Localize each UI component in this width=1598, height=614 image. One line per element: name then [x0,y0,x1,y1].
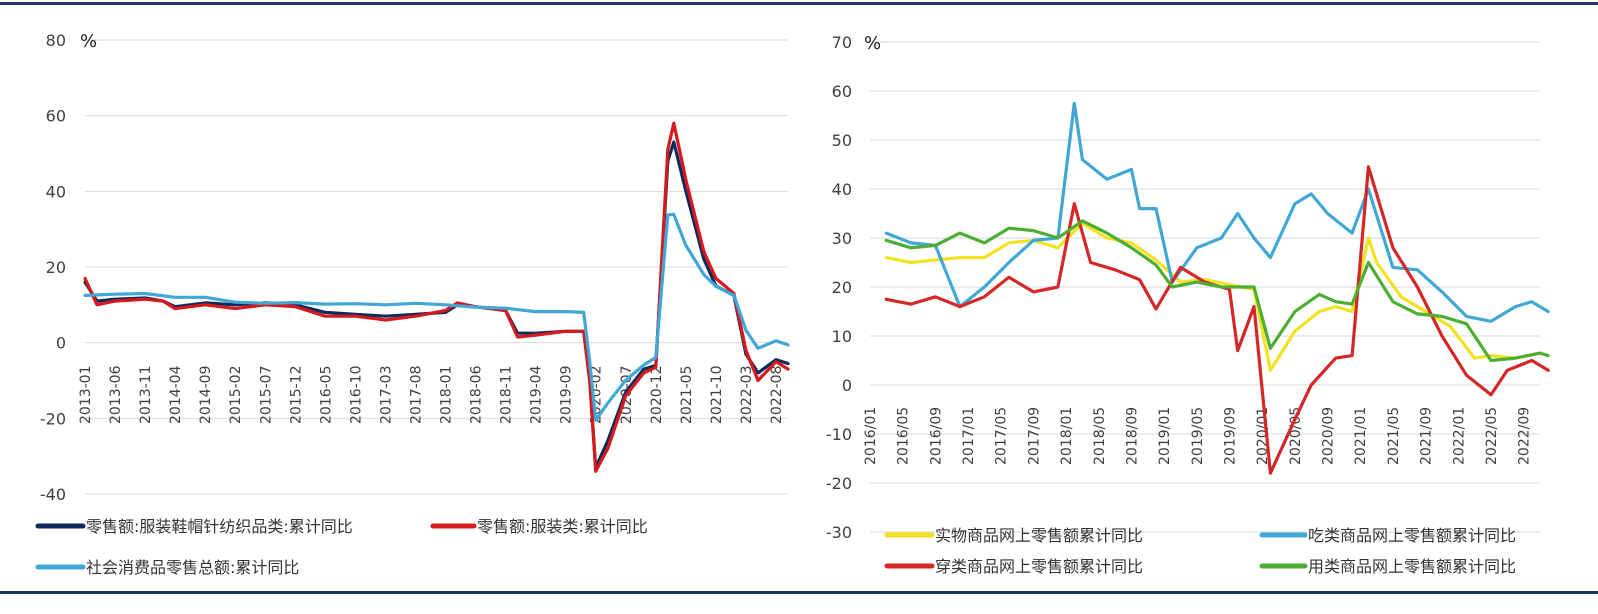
legend-label: 吃类商品网上零售额累计同比 [1308,526,1516,545]
series-line-3 [884,165,1550,475]
x-tick-label: 2013-11 [138,366,154,425]
y-tick-label: 0 [842,376,852,395]
x-tick-label: 2022/09 [1517,407,1533,465]
x-tick-label: 2018/05 [1092,407,1108,465]
y-tick-label: 0 [56,334,66,353]
x-tick-label: 2014-09 [198,366,214,425]
bottom-border [0,591,1598,594]
x-tick-label: 2020/09 [1321,407,1337,465]
legend-label: 社会消费品零售总额:累计同比 [86,558,299,577]
x-tick-label: 2022-08 [769,366,785,425]
chart-1: -40 -20 0 20 40 60 80 % 2013-01 2013-06 2013-11 201… [35,31,790,577]
series-line-2 [83,121,790,473]
x-tick-label: 2017-08 [408,366,424,425]
x-tick-label: 2022-03 [739,366,755,425]
legend-label: 零售额:服装鞋帽针纺织品类:累计同比 [86,517,353,536]
x-tick-label: 2021/05 [1386,407,1402,465]
legend-label: 穿类商品网上零售额累计同比 [935,557,1143,576]
legend-label: 实物商品网上零售额累计同比 [935,526,1143,545]
series-line-4 [884,219,1550,363]
y-tick-label: -40 [40,485,66,504]
x-tick-label: 2016/05 [896,407,912,465]
y-tick-label: 60 [46,107,66,126]
x-tick-label: 2016/09 [928,407,944,465]
series-line-1 [83,140,790,470]
x-tick-label: 2021-10 [709,366,725,425]
x-tick-label: 2013-01 [78,366,94,425]
y-tick-label: 80 [46,31,66,50]
x-tick-label: 2017/09 [1026,407,1042,465]
x-tick-label: 2020/05 [1288,407,1304,465]
x-tick-label: 2021/09 [1419,407,1435,465]
series-line-3 [83,212,790,422]
x-tick-label: 2016-05 [318,366,334,425]
x-tick-label: 2019/05 [1190,407,1206,465]
x-tick-label: 2016-10 [348,366,364,425]
y-tick-label: 40 [832,180,852,199]
y-tick-label: -20 [40,409,66,428]
y-tick-label: 50 [832,131,852,150]
x-tick-label: 2019-04 [529,365,545,424]
x-tick-label: 2018-01 [439,366,455,425]
top-border [0,2,1598,5]
x-tick-label: 2017/05 [994,407,1010,465]
y-tick-label: -10 [826,425,852,444]
x-tick-label: 2018-11 [499,366,515,425]
x-tick-label: 2021/01 [1353,407,1369,465]
x-tick-label: 2022/01 [1451,407,1467,465]
x-tick-label: 2015-07 [258,366,274,425]
y-tick-label: -20 [826,474,852,493]
y-tick-label: 20 [832,278,852,297]
x-tick-label: 2018/01 [1059,407,1075,465]
y-tick-label: -30 [826,523,852,542]
x-tick-label: 2019/09 [1223,407,1239,465]
y-tick-label: 40 [46,182,66,201]
y-unit-label: % [864,33,881,54]
y-tick-label: 10 [832,327,852,346]
x-tick-label: 2018-06 [469,365,485,424]
y-unit-label: % [80,31,97,52]
x-tick-label: 2014-04 [168,365,184,424]
x-tick-label: 2020-12 [649,366,665,425]
legend-label: 零售额:服装类:累计同比 [477,517,648,536]
x-tick-label: 2018/09 [1124,407,1140,465]
y-tick-label: 70 [832,33,852,52]
x-tick-label: 2015-12 [288,366,304,425]
x-tick-label: 2019/01 [1157,407,1173,465]
y-tick-label: 20 [46,258,66,277]
legend-label: 用类商品网上零售额累计同比 [1308,557,1516,576]
series-line-2 [884,101,1550,323]
x-tick-label: 2016/01 [863,407,879,465]
x-tick-label: 2017/01 [961,407,977,465]
chart-2: -30 -20 -10 0 10 20 30 40 50 60 70 % 2016/01 2016/05 2… [826,33,1550,576]
x-tick-label: 2013-06 [108,365,124,424]
x-tick-label: 2015-02 [228,366,244,425]
x-tick-label: 2019-09 [559,366,575,425]
x-tick-label: 2022/05 [1484,407,1500,465]
y-tick-label: 60 [832,82,852,101]
x-tick-label: 2017-03 [378,366,394,425]
x-tick-label: 2021-05 [679,366,695,425]
y-tick-label: 30 [832,229,852,248]
